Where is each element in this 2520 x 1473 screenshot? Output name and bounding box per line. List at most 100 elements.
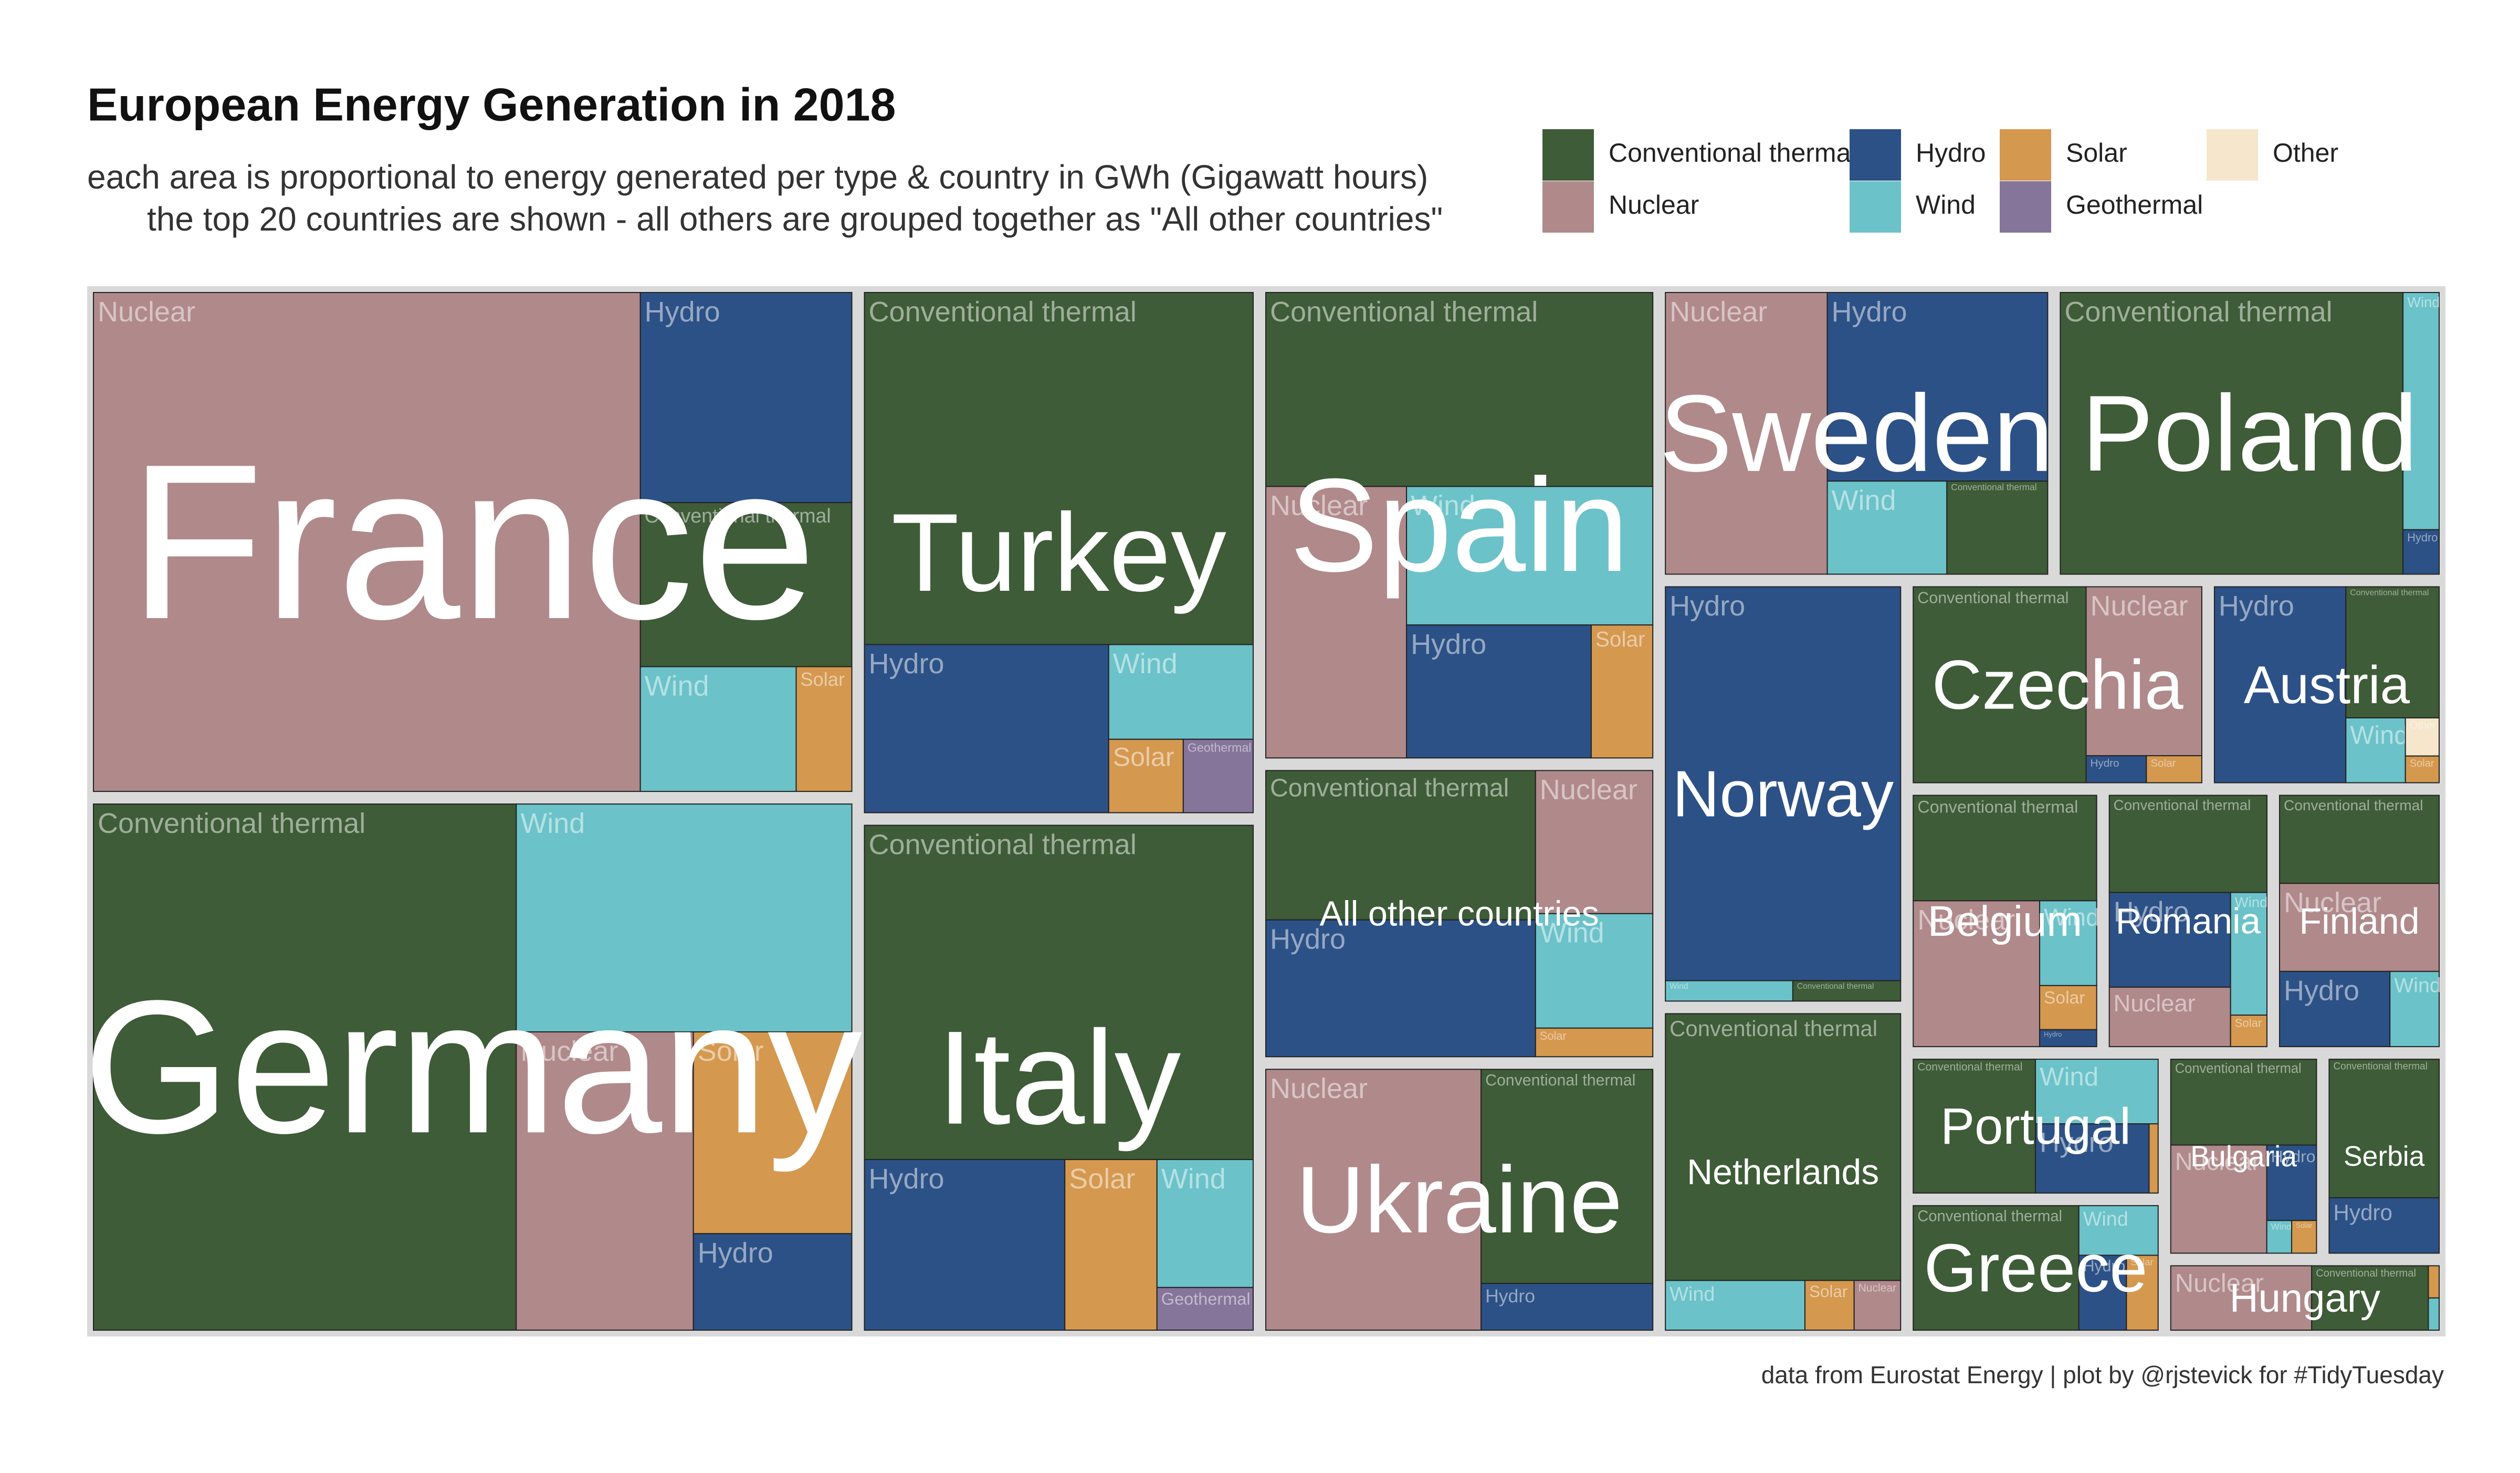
treemap-tile bbox=[2146, 755, 2202, 783]
tile-label: Nuclear bbox=[98, 296, 195, 328]
treemap-tile bbox=[2108, 892, 2231, 988]
tile-label: Wind bbox=[2407, 294, 2440, 310]
treemap-tile bbox=[864, 1159, 1066, 1331]
treemap-tile bbox=[2389, 970, 2440, 1048]
treemap-tile bbox=[516, 1031, 694, 1331]
treemap-tile bbox=[864, 644, 1109, 813]
legend-label: Wind bbox=[1916, 190, 1976, 220]
tile-label: Wind bbox=[1161, 1163, 1226, 1195]
legend-label: Solar bbox=[2066, 138, 2127, 168]
legend-swatch bbox=[2207, 129, 2258, 181]
legend-label: Other bbox=[2273, 138, 2338, 168]
treemap-tile bbox=[2039, 1029, 2097, 1048]
treemap-tile bbox=[93, 292, 641, 792]
treemap-tile bbox=[2170, 1265, 2313, 1331]
treemap-tile bbox=[2291, 1220, 2317, 1254]
group-label: Serbia bbox=[2344, 1141, 2425, 1172]
tile-label: Hydro bbox=[869, 648, 944, 680]
tile-label: Nuclear bbox=[520, 1036, 618, 1067]
tile-label: Nuclear bbox=[2175, 1269, 2264, 1298]
tile-label: Solar bbox=[2296, 1221, 2313, 1229]
treemap-tile bbox=[1913, 1205, 2080, 1331]
treemap-tile bbox=[1265, 919, 1536, 1058]
tile-label: Wind bbox=[1113, 648, 1178, 680]
treemap-tile bbox=[639, 666, 797, 792]
treemap-tile bbox=[1535, 1027, 1654, 1058]
treemap-tile bbox=[2311, 1265, 2429, 1331]
tile-label: Solar bbox=[2410, 758, 2434, 769]
legend-label: Nuclear bbox=[1609, 190, 1699, 220]
tile-label: Solar bbox=[698, 1036, 764, 1067]
tile-label: Hydro bbox=[2044, 1030, 2062, 1038]
treemap-tile bbox=[639, 292, 853, 504]
tile-label: Conventional thermal bbox=[2064, 296, 2332, 328]
tile-label: Wind bbox=[1411, 490, 1475, 521]
tile-label: Geothermal bbox=[1161, 1290, 1251, 1309]
treemap-tile bbox=[1665, 1013, 1902, 1281]
treemap-tile bbox=[2402, 529, 2440, 575]
treemap-tile bbox=[2085, 586, 2202, 757]
group-label: Romania bbox=[2116, 901, 2261, 942]
tile-label: Nuclear bbox=[2091, 590, 2188, 622]
tile-label: Geothermal bbox=[1188, 740, 1252, 754]
chart-title: European Energy Generation in 2018 bbox=[87, 78, 896, 130]
legend-swatch bbox=[2000, 129, 2051, 181]
legend-swatch bbox=[1542, 129, 1594, 181]
group-label: Italy bbox=[937, 1003, 1181, 1152]
tile-label: Conventional thermal bbox=[1485, 1072, 1635, 1089]
group-label: Ukraine bbox=[1296, 1147, 1623, 1253]
tile-label: Nuclear bbox=[1540, 774, 1637, 806]
treemap-tile bbox=[2266, 1144, 2317, 1221]
tile-label: Conventional thermal bbox=[2333, 1061, 2428, 1072]
tile-label: Solar bbox=[2044, 988, 2085, 1008]
treemap-tile bbox=[2126, 1255, 2159, 1331]
treemap-tile bbox=[1406, 486, 1654, 626]
group-label: France bbox=[129, 419, 816, 665]
tile-label: Hydro bbox=[1485, 1286, 1535, 1307]
tile-label: Conventional thermal bbox=[869, 829, 1137, 860]
group-label: Finland bbox=[2299, 901, 2419, 942]
tile-label: Conventional thermal bbox=[1917, 1208, 2062, 1225]
tile-label: Hydro bbox=[645, 296, 720, 328]
legend-swatch bbox=[1850, 181, 1901, 233]
chart-caption: data from Eurostat Energy | plot by @rjs… bbox=[1761, 1361, 2444, 1388]
treemap-tile bbox=[2404, 755, 2440, 783]
treemap-tile bbox=[1156, 1287, 1254, 1331]
group-label: All other countries bbox=[1319, 895, 1599, 934]
treemap-tile bbox=[1913, 1059, 2036, 1194]
treemap-tile bbox=[2035, 1059, 2159, 1125]
tile-label: Conventional thermal bbox=[2350, 589, 2429, 598]
tile-label: Hydro bbox=[698, 1237, 773, 1269]
group-label: Norway bbox=[1672, 758, 1894, 831]
tile-label: Conventional thermal bbox=[2284, 797, 2423, 813]
tile-label: Conventional thermal bbox=[2175, 1061, 2302, 1076]
tile-label: Hydro bbox=[1670, 590, 1745, 622]
tile-label: Conventional thermal bbox=[1797, 982, 1874, 991]
tile-label: Solar bbox=[1069, 1163, 1135, 1195]
legend-swatch bbox=[1850, 129, 1901, 181]
tile-label: Nuclear bbox=[2175, 1147, 2260, 1175]
treemap-tile bbox=[639, 502, 853, 667]
treemap-tile bbox=[795, 666, 853, 792]
tile-label: Wind bbox=[1540, 917, 1604, 949]
treemap-tile bbox=[1913, 586, 2087, 783]
treemap-tile bbox=[1853, 1280, 1902, 1331]
treemap-tile bbox=[1665, 586, 1902, 981]
treemap-tile bbox=[1265, 770, 1536, 921]
tile-label: Solar bbox=[801, 668, 845, 690]
tile-label: Conventional thermal bbox=[645, 505, 831, 527]
tile-label: Hydro bbox=[2091, 757, 2119, 769]
tile-label: Wind bbox=[1832, 485, 1896, 516]
tile-label: Conventional thermal bbox=[98, 808, 365, 839]
tile-label: Solar bbox=[1809, 1282, 1847, 1301]
tile-label: Hydro bbox=[2284, 975, 2359, 1007]
treemap-tile bbox=[1406, 624, 1592, 759]
treemap-tile bbox=[2213, 586, 2347, 783]
tile-label: Nuclear bbox=[1858, 1282, 1896, 1294]
tile-label: Hydro bbox=[869, 1163, 944, 1195]
tile-label: Conventional thermal bbox=[869, 296, 1137, 328]
treemap-tile bbox=[1182, 738, 1254, 813]
treemap-tile bbox=[2404, 717, 2440, 757]
tile-label: Solar bbox=[2150, 757, 2176, 769]
